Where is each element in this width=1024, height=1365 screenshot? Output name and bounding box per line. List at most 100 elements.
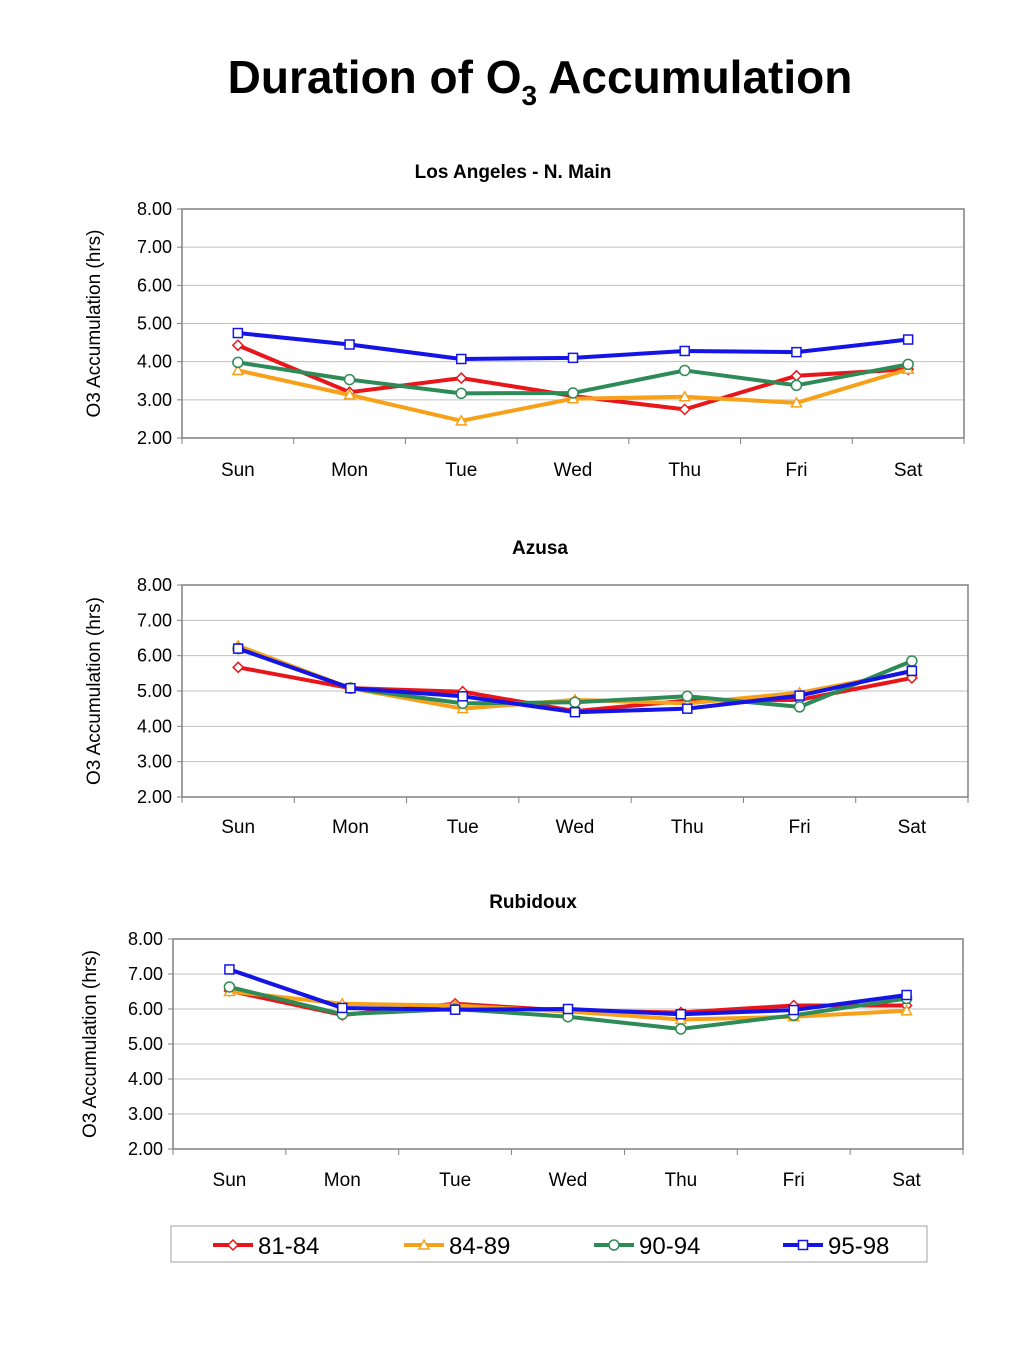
y-tick-label: 4.00 <box>128 1069 163 1089</box>
plot-frame <box>172 938 964 1150</box>
data-point <box>232 327 244 339</box>
y-tick-label: 6.00 <box>128 999 163 1019</box>
data-point <box>567 352 579 364</box>
data-point <box>231 339 244 352</box>
data-point <box>906 665 918 677</box>
x-tick-label: Thu <box>664 1170 697 1191</box>
chart-los-angeles-n-main: Los Angeles - N. Main 2.00 3.00 4.00 5.00 6.0… <box>84 162 965 481</box>
chart-title: Los Angeles - N. Main <box>415 162 612 183</box>
data-point <box>455 414 468 426</box>
legend-label: 90-94 <box>639 1233 700 1260</box>
x-tick-label: Sat <box>898 817 927 838</box>
data-point <box>455 387 468 400</box>
data-point <box>678 390 691 402</box>
data-point <box>456 353 467 365</box>
x-tick-label: Wed <box>549 1170 588 1191</box>
data-point <box>902 334 914 345</box>
x-tick-label: Sun <box>213 1170 247 1191</box>
series-95-98 <box>224 964 912 1020</box>
x-tick-label: Wed <box>554 460 593 481</box>
x-tick-label: Sat <box>894 460 923 481</box>
x-tick-label: Tue <box>439 1170 471 1191</box>
data-point <box>902 358 914 371</box>
data-point <box>790 379 803 392</box>
y-axis-label: O3 Accumulation (hrs) <box>84 597 105 785</box>
chart-azusa: Azusa 2.00 3.00 4.00 5.00 6.00 7.00 8.00 Sun Mon T… <box>84 538 969 838</box>
data-point <box>788 1004 799 1016</box>
series-95-98 <box>232 643 918 718</box>
data-point <box>345 682 356 694</box>
data-point <box>682 703 693 714</box>
data-point <box>790 369 803 382</box>
y-tick-label: 3.00 <box>137 752 172 772</box>
series-95-98 <box>232 327 914 365</box>
data-point <box>906 655 918 667</box>
data-point <box>678 364 691 377</box>
data-point <box>794 690 805 701</box>
x-tick-label: Mon <box>324 1170 361 1191</box>
legend-item-84-89: 84-89 <box>404 1233 510 1260</box>
data-point <box>232 643 244 654</box>
page-title-main: Duration of O <box>227 51 522 103</box>
x-tick-label: Wed <box>556 817 595 838</box>
plot-frame <box>181 584 969 798</box>
data-point <box>569 696 581 709</box>
series-90-94 <box>232 356 914 400</box>
y-tick-label: 4.00 <box>137 352 172 372</box>
y-tick-label: 3.00 <box>137 390 172 410</box>
x-tick-label: Sun <box>221 817 255 838</box>
x-tick-label: Tue <box>447 817 479 838</box>
legend: 81-84 84-89 90-94 95-98 <box>170 1225 928 1263</box>
y-tick-label: 4.00 <box>137 716 172 736</box>
y-tick-label: 6.00 <box>137 646 172 666</box>
y-tick-label: 2.00 <box>137 428 172 448</box>
y-tick-label: 5.00 <box>128 1034 163 1054</box>
data-point <box>457 691 468 702</box>
data-point <box>224 964 235 975</box>
y-tick-label: 7.00 <box>128 964 163 984</box>
y-tick-label: 5.00 <box>137 681 172 701</box>
data-point <box>343 388 356 400</box>
chart-title: Azusa <box>512 538 568 559</box>
y-tick-label: 2.00 <box>137 787 172 807</box>
legend-marker <box>417 1238 431 1250</box>
x-tick-label: Thu <box>671 817 704 838</box>
x-tick-label: Mon <box>331 460 368 481</box>
data-point <box>900 1004 913 1016</box>
data-point <box>791 346 802 358</box>
page-title-rest: Accumulation <box>537 51 853 103</box>
data-point <box>344 339 355 350</box>
y-tick-label: 8.00 <box>137 199 172 219</box>
y-tick-label: 8.00 <box>137 575 172 595</box>
data-point <box>569 706 581 718</box>
data-point <box>337 1002 348 1014</box>
data-point <box>449 1004 461 1015</box>
y-axis-label: O3 Accumulation (hrs) <box>84 230 105 418</box>
legend-marker <box>797 1239 809 1251</box>
legend-label: 84-89 <box>449 1233 510 1260</box>
data-point <box>793 701 806 713</box>
x-tick-label: Fri <box>785 460 807 481</box>
data-point <box>567 387 579 399</box>
data-point <box>675 1009 687 1020</box>
y-tick-label: 6.00 <box>137 275 172 295</box>
data-point <box>678 403 691 416</box>
data-point <box>223 981 236 993</box>
y-axis-label: O3 Accumulation (hrs) <box>80 950 101 1138</box>
legend-item-95-98: 95-98 <box>783 1233 889 1260</box>
x-tick-label: Sun <box>221 460 255 481</box>
y-tick-label: 5.00 <box>137 314 172 334</box>
legend-item-81-84: 81-84 <box>213 1233 319 1260</box>
chart-rubidoux: Rubidoux 2.00 3.00 4.00 5.00 6.00 7.00 8.00 Sun M… <box>80 892 964 1191</box>
y-tick-label: 8.00 <box>128 929 163 949</box>
x-tick-label: Fri <box>788 817 810 838</box>
y-tick-label: 2.00 <box>128 1139 163 1159</box>
data-point <box>232 661 245 674</box>
legend-item-90-94: 90-94 <box>594 1233 700 1260</box>
chart-title: Rubidoux <box>489 892 577 913</box>
y-tick-label: 7.00 <box>137 237 172 257</box>
x-tick-label: Sat <box>892 1170 921 1191</box>
x-tick-label: Tue <box>445 460 477 481</box>
legend-marker <box>608 1239 620 1251</box>
